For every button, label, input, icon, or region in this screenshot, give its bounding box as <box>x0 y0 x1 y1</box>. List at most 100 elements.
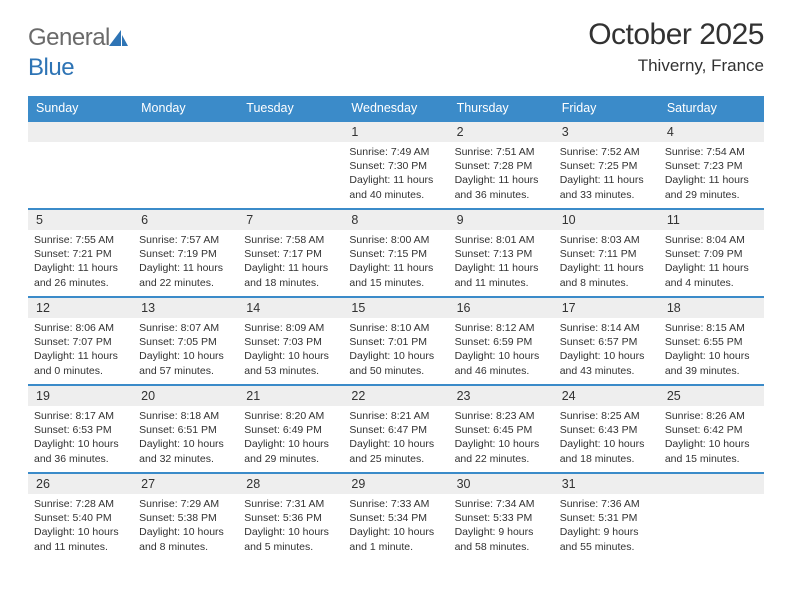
sunset-line-label: Sunset: <box>34 336 70 348</box>
day-number: 1 <box>343 122 448 142</box>
day-details: Sunrise: 8:17 AMSunset: 6:53 PMDaylight:… <box>28 406 133 469</box>
sunset-line-label: Sunset: <box>34 248 70 260</box>
daylight-line: Daylight: 11 hours and 26 minutes. <box>34 261 127 289</box>
daylight-line-label: Daylight: <box>34 438 75 450</box>
sunrise-line-label: Sunrise: <box>34 410 73 422</box>
sunrise-line-label: Sunrise: <box>349 410 388 422</box>
sunset-line-value: 7:01 PM <box>388 336 427 348</box>
day-cell: 23Sunrise: 8:23 AMSunset: 6:45 PMDayligh… <box>449 385 554 473</box>
day-number: 24 <box>554 386 659 406</box>
sunset-line: Sunset: 6:45 PM <box>455 423 548 437</box>
sunset-line-label: Sunset: <box>349 424 385 436</box>
day-cell: 20Sunrise: 8:18 AMSunset: 6:51 PMDayligh… <box>133 385 238 473</box>
day-number: 27 <box>133 474 238 494</box>
sunrise-line-label: Sunrise: <box>665 322 704 334</box>
daylight-line: Daylight: 9 hours and 58 minutes. <box>455 525 548 553</box>
daylight-line: Daylight: 10 hours and 25 minutes. <box>349 437 442 465</box>
daylight-line-label: Daylight: <box>244 438 285 450</box>
day-number: 14 <box>238 298 343 318</box>
location: Thiverny, France <box>588 56 764 76</box>
sunset-line: Sunset: 6:57 PM <box>560 335 653 349</box>
sunrise-line: Sunrise: 8:20 AM <box>244 409 337 423</box>
sunset-line-label: Sunset: <box>244 248 280 260</box>
day-details: Sunrise: 8:03 AMSunset: 7:11 PMDaylight:… <box>554 230 659 293</box>
sunset-line: Sunset: 7:19 PM <box>139 247 232 261</box>
sunset-line: Sunset: 7:17 PM <box>244 247 337 261</box>
daylight-line-label: Daylight: <box>349 438 390 450</box>
sunrise-line: Sunrise: 8:17 AM <box>34 409 127 423</box>
day-cell: 1Sunrise: 7:49 AMSunset: 7:30 PMDaylight… <box>343 121 448 209</box>
day-cell: 24Sunrise: 8:25 AMSunset: 6:43 PMDayligh… <box>554 385 659 473</box>
sunrise-line: Sunrise: 8:07 AM <box>139 321 232 335</box>
sunset-line-value: 5:36 PM <box>283 512 322 524</box>
daylight-line-label: Daylight: <box>665 262 706 274</box>
sunset-line-value: 5:33 PM <box>493 512 532 524</box>
day-cell: 13Sunrise: 8:07 AMSunset: 7:05 PMDayligh… <box>133 297 238 385</box>
daylight-line: Daylight: 11 hours and 33 minutes. <box>560 173 653 201</box>
sunset-line-label: Sunset: <box>349 160 385 172</box>
logo-text: GeneralBlue <box>28 24 130 82</box>
daylight-line-label: Daylight: <box>34 350 75 362</box>
day-number: 2 <box>449 122 554 142</box>
sunrise-line: Sunrise: 7:33 AM <box>349 497 442 511</box>
sunset-line-value: 5:34 PM <box>388 512 427 524</box>
sunrise-line-label: Sunrise: <box>34 234 73 246</box>
day-cell: 21Sunrise: 8:20 AMSunset: 6:49 PMDayligh… <box>238 385 343 473</box>
daylight-line-label: Daylight: <box>455 174 496 186</box>
sunset-line: Sunset: 5:31 PM <box>560 511 653 525</box>
day-cell: 2Sunrise: 7:51 AMSunset: 7:28 PMDaylight… <box>449 121 554 209</box>
sunset-line-value: 6:49 PM <box>283 424 322 436</box>
sunset-line: Sunset: 7:23 PM <box>665 159 758 173</box>
daylight-line: Daylight: 11 hours and 22 minutes. <box>139 261 232 289</box>
day-cell: 18Sunrise: 8:15 AMSunset: 6:55 PMDayligh… <box>659 297 764 385</box>
sunset-line-value: 5:40 PM <box>73 512 112 524</box>
day-number <box>659 474 764 494</box>
daylight-line-label: Daylight: <box>455 350 496 362</box>
sunrise-line: Sunrise: 8:18 AM <box>139 409 232 423</box>
day-details: Sunrise: 8:07 AMSunset: 7:05 PMDaylight:… <box>133 318 238 381</box>
day-number: 12 <box>28 298 133 318</box>
sunset-line: Sunset: 6:55 PM <box>665 335 758 349</box>
sunset-line-value: 6:59 PM <box>493 336 532 348</box>
daylight-line-label: Daylight: <box>665 350 706 362</box>
day-number: 3 <box>554 122 659 142</box>
weekday-heading: Saturday <box>659 96 764 121</box>
sunrise-line-value: 7:49 AM <box>391 146 430 158</box>
day-details: Sunrise: 7:51 AMSunset: 7:28 PMDaylight:… <box>449 142 554 205</box>
day-number: 7 <box>238 210 343 230</box>
daylight-line-label: Daylight: <box>244 526 285 538</box>
day-number: 22 <box>343 386 448 406</box>
sunset-line-label: Sunset: <box>665 336 701 348</box>
daylight-line: Daylight: 10 hours and 32 minutes. <box>139 437 232 465</box>
sunset-line-value: 7:09 PM <box>703 248 742 260</box>
sunset-line-value: 6:53 PM <box>73 424 112 436</box>
sunset-line: Sunset: 7:01 PM <box>349 335 442 349</box>
day-number: 25 <box>659 386 764 406</box>
sunrise-line-value: 7:34 AM <box>496 498 535 510</box>
day-details: Sunrise: 8:23 AMSunset: 6:45 PMDaylight:… <box>449 406 554 469</box>
day-details: Sunrise: 7:28 AMSunset: 5:40 PMDaylight:… <box>28 494 133 557</box>
day-number: 21 <box>238 386 343 406</box>
sunrise-line-label: Sunrise: <box>139 498 178 510</box>
sunset-line-label: Sunset: <box>560 336 596 348</box>
weekday-row: Sunday Monday Tuesday Wednesday Thursday… <box>28 96 764 121</box>
day-details: Sunrise: 8:14 AMSunset: 6:57 PMDaylight:… <box>554 318 659 381</box>
sunset-line: Sunset: 7:15 PM <box>349 247 442 261</box>
day-cell: 27Sunrise: 7:29 AMSunset: 5:38 PMDayligh… <box>133 473 238 561</box>
daylight-line: Daylight: 11 hours and 0 minutes. <box>34 349 127 377</box>
calendar-table: Sunday Monday Tuesday Wednesday Thursday… <box>28 96 764 561</box>
sunset-line-value: 7:17 PM <box>283 248 322 260</box>
sunset-line: Sunset: 5:38 PM <box>139 511 232 525</box>
sunset-line: Sunset: 5:40 PM <box>34 511 127 525</box>
sunrise-line-value: 7:28 AM <box>75 498 114 510</box>
sunrise-line: Sunrise: 8:06 AM <box>34 321 127 335</box>
day-cell: 16Sunrise: 8:12 AMSunset: 6:59 PMDayligh… <box>449 297 554 385</box>
day-number: 11 <box>659 210 764 230</box>
day-details: Sunrise: 8:25 AMSunset: 6:43 PMDaylight:… <box>554 406 659 469</box>
day-cell: 3Sunrise: 7:52 AMSunset: 7:25 PMDaylight… <box>554 121 659 209</box>
sunset-line-label: Sunset: <box>349 512 385 524</box>
sunset-line-value: 7:30 PM <box>388 160 427 172</box>
sunset-line-label: Sunset: <box>560 248 596 260</box>
weekday-heading: Monday <box>133 96 238 121</box>
day-cell: 22Sunrise: 8:21 AMSunset: 6:47 PMDayligh… <box>343 385 448 473</box>
